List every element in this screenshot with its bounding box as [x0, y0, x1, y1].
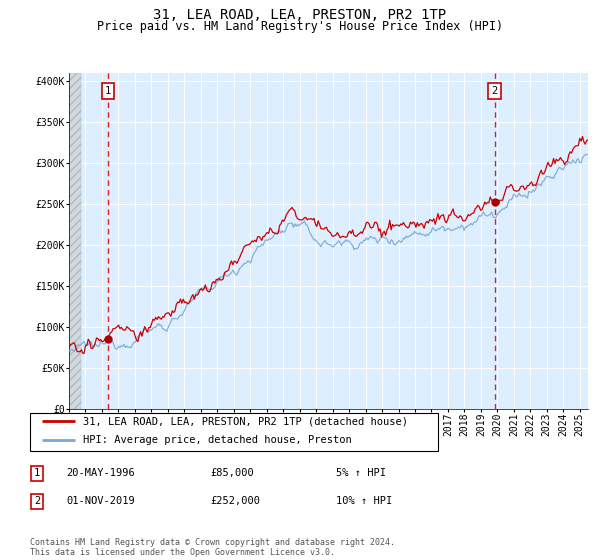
Text: 01-NOV-2019: 01-NOV-2019 — [66, 496, 135, 506]
Text: 31, LEA ROAD, LEA, PRESTON, PR2 1TP (detached house): 31, LEA ROAD, LEA, PRESTON, PR2 1TP (det… — [83, 416, 408, 426]
Text: 2: 2 — [491, 86, 498, 96]
Text: Contains HM Land Registry data © Crown copyright and database right 2024.
This d: Contains HM Land Registry data © Crown c… — [30, 538, 395, 557]
Text: 2: 2 — [34, 496, 40, 506]
FancyBboxPatch shape — [30, 413, 438, 451]
Bar — [69, 73, 82, 409]
Text: HPI: Average price, detached house, Preston: HPI: Average price, detached house, Pres… — [83, 435, 352, 445]
Text: 10% ↑ HPI: 10% ↑ HPI — [336, 496, 392, 506]
Text: £252,000: £252,000 — [210, 496, 260, 506]
Text: Price paid vs. HM Land Registry's House Price Index (HPI): Price paid vs. HM Land Registry's House … — [97, 20, 503, 32]
Text: 1: 1 — [105, 86, 112, 96]
Text: £85,000: £85,000 — [210, 468, 254, 478]
Text: 20-MAY-1996: 20-MAY-1996 — [66, 468, 135, 478]
Text: 31, LEA ROAD, LEA, PRESTON, PR2 1TP: 31, LEA ROAD, LEA, PRESTON, PR2 1TP — [154, 8, 446, 22]
Text: 5% ↑ HPI: 5% ↑ HPI — [336, 468, 386, 478]
Text: 1: 1 — [34, 468, 40, 478]
